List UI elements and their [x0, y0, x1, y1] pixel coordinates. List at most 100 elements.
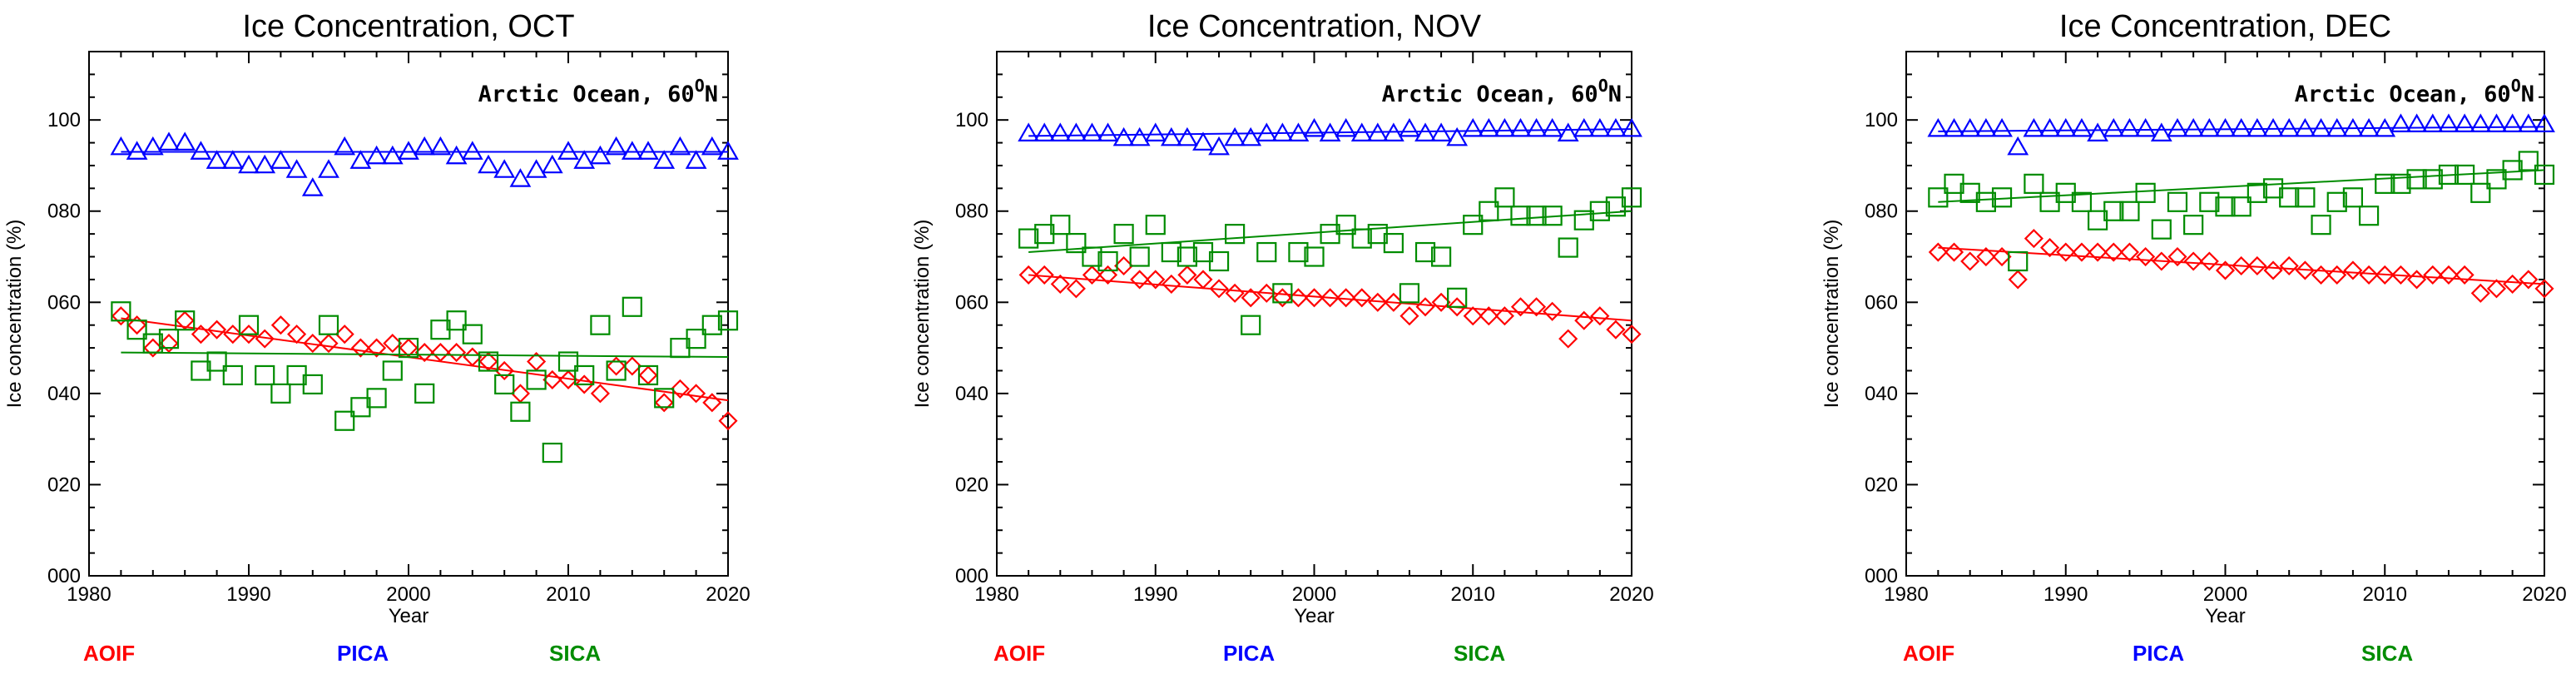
data-point-sica [1510, 206, 1531, 226]
data-point-pica [190, 141, 212, 160]
chart-title: Ice Concentration, NOV [1147, 9, 1482, 44]
data-point-aoif [1431, 292, 1451, 312]
data-point-pica [2421, 113, 2444, 133]
data-point-aoif [1992, 246, 2012, 267]
data-point-aoif [1510, 297, 1531, 317]
data-point-aoif [1146, 270, 1166, 290]
data-point-aoif [2486, 279, 2507, 299]
data-point-aoif [1177, 265, 1197, 285]
data-point-aoif [542, 369, 562, 389]
region-hemisphere: N [2521, 82, 2534, 107]
y-axis-label: Ice concentration (%) [1821, 220, 1843, 409]
data-point-aoif [2311, 265, 2331, 285]
data-point-pica [1605, 117, 1627, 137]
data-point-sica [606, 360, 627, 381]
data-point-sica [206, 351, 227, 372]
data-point-aoif [191, 325, 211, 344]
data-point-aoif [2215, 260, 2236, 280]
data-point-aoif [574, 374, 594, 394]
data-point-pica [2278, 117, 2301, 137]
data-point-sica [1335, 215, 1356, 235]
data-point-aoif [239, 325, 259, 344]
data-point-aoif [1447, 297, 1467, 317]
data-point-sica [2215, 196, 2236, 217]
data-point-sica [1558, 237, 1578, 258]
data-point-aoif [1415, 297, 1435, 317]
data-point-sica [1383, 232, 1404, 254]
data-point-aoif [654, 393, 674, 413]
data-point-sica [1542, 206, 1563, 226]
data-point-pica [478, 154, 499, 174]
data-point-sica [1479, 201, 1499, 221]
data-point-pica [509, 168, 532, 187]
series-sica [1928, 151, 2555, 272]
data-point-aoif [1034, 265, 1054, 285]
data-point-pica [525, 159, 547, 178]
data-point-sica [1161, 241, 1181, 263]
data-point-pica [493, 159, 516, 178]
legend-pica: PICA [337, 641, 389, 666]
data-point-sica [2279, 187, 2300, 208]
data-point-aoif [159, 334, 179, 354]
data-point-aoif [255, 329, 275, 349]
data-point-pica [557, 141, 579, 160]
data-point-pica [1287, 122, 1310, 141]
data-point-pica [158, 131, 180, 151]
y-tick-label: 080 [955, 201, 988, 223]
data-point-sica [2247, 182, 2267, 203]
data-point-pica [1049, 122, 1072, 141]
data-point-aoif [1209, 279, 1229, 299]
data-point-aoif [2088, 242, 2108, 262]
x-tick-label: 2010 [2363, 583, 2407, 606]
data-point-pica [126, 141, 148, 160]
data-point-aoif [2183, 251, 2203, 271]
data-point-sica [1066, 232, 1087, 254]
data-point-sica [1145, 215, 1166, 235]
data-point-aoif [1399, 306, 1419, 326]
data-point-pica [461, 141, 483, 160]
data-point-aoif [223, 325, 243, 344]
data-point-pica [2326, 117, 2348, 137]
data-point-pica [1128, 126, 1151, 146]
data-point-sica [542, 442, 562, 463]
data-point-sica [1621, 187, 1642, 208]
data-point-pica [1509, 117, 1532, 137]
data-point-sica [1351, 228, 1372, 249]
region-hemisphere: N [1608, 82, 1622, 107]
data-point-aoif [1976, 246, 1996, 267]
data-point-aoif [2040, 238, 2060, 258]
data-point-pica [1494, 117, 1516, 137]
data-point-aoif [1130, 270, 1150, 290]
data-point-pica [2469, 113, 2492, 133]
data-point-aoif [2232, 255, 2252, 276]
data-point-aoif [1558, 329, 1578, 349]
data-point-sica [366, 388, 387, 409]
data-point-sica [111, 301, 131, 322]
data-point-pica [414, 136, 436, 156]
data-point-sica [1430, 246, 1452, 267]
data-point-sica [2406, 169, 2427, 190]
trend-line-sica [1028, 210, 1632, 254]
data-point-sica [398, 337, 419, 359]
data-point-pica [1033, 122, 1056, 141]
data-point-aoif [2503, 274, 2523, 294]
data-point-aoif [127, 315, 147, 335]
data-point-sica [2071, 191, 2093, 212]
data-point-pica [2485, 113, 2508, 133]
data-point-sica [2438, 164, 2460, 186]
region-label: Arctic Ocean, 60 [478, 82, 695, 107]
data-point-pica [1446, 126, 1469, 146]
data-point-sica [1256, 241, 1277, 263]
data-point-pica [429, 136, 452, 156]
data-point-aoif [2263, 260, 2283, 280]
data-point-aoif [2167, 246, 2187, 267]
data-point-pica [637, 141, 659, 160]
data-point-aoif [270, 315, 290, 335]
data-point-sica [142, 333, 163, 354]
data-point-sica [1463, 215, 1484, 235]
data-point-pica [381, 145, 404, 165]
data-point-aoif [670, 379, 690, 399]
data-point-pica [2182, 117, 2205, 137]
data-point-aoif [1082, 265, 1102, 285]
data-point-pica [2198, 117, 2221, 137]
